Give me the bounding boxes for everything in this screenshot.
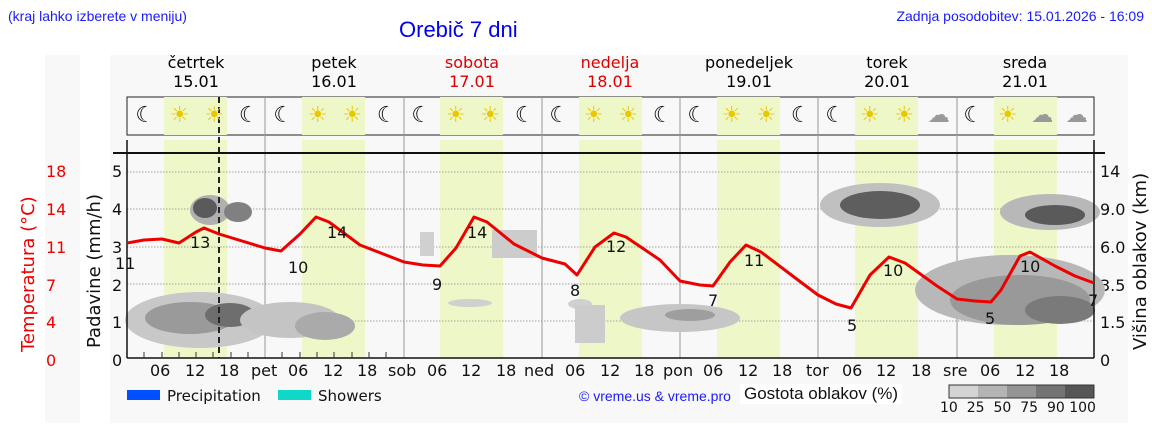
precip-tick: 2 — [112, 276, 123, 295]
temp-axis-panel — [45, 55, 80, 423]
moon-small-cloud-icon: ☾ — [790, 103, 811, 128]
svg-text:14: 14 — [327, 223, 347, 242]
cloud-icon: ☁ — [1065, 103, 1088, 128]
svg-text:9: 9 — [432, 275, 442, 294]
precip-tick: 3 — [112, 238, 123, 257]
precip-tick: 4 — [112, 200, 123, 219]
height-tick: 14 — [1100, 162, 1121, 181]
day-header-3: nedelja 18.01 — [580, 53, 640, 91]
svg-text:11: 11 — [115, 254, 135, 273]
moon-cloud-icon: ☾ — [273, 103, 294, 128]
copyright-link[interactable]: © vreme.us & vreme.pro — [579, 388, 731, 404]
day-header-4: ponedeljek 19.01 — [705, 53, 793, 91]
cloud-density-ticks: 10 25 50 75 90 100 — [940, 400, 1096, 416]
svg-text:10: 10 — [883, 261, 903, 280]
sun-small-cloud-icon: ☀ — [307, 103, 328, 128]
precip-tick: 0 — [112, 351, 123, 370]
sun-cloud-icon: ☀ — [997, 103, 1018, 128]
precipitation-swatch — [127, 390, 160, 400]
moon-cloud-icon: ☾ — [238, 103, 259, 128]
temp-tick: 18 — [46, 162, 67, 181]
temp-tick: 14 — [46, 200, 67, 219]
sun-small-cloud-icon: ☀ — [583, 103, 604, 128]
x-ticks — [143, 352, 387, 358]
showers-swatch — [278, 390, 311, 400]
day-header-1: petek 16.01 — [311, 53, 357, 91]
moon-small-cloud-icon: ☾ — [514, 103, 535, 128]
sun-cloud-icon: ☀ — [204, 103, 225, 128]
svg-text:8: 8 — [570, 281, 580, 300]
height-tick: 9.0 — [1100, 200, 1126, 219]
moon-cloud-icon: ☾ — [963, 103, 984, 128]
day-header-6: sreda 21.01 — [1002, 53, 1048, 91]
svg-text:14: 14 — [467, 223, 487, 242]
moon-small-cloud-icon: ☾ — [549, 103, 570, 128]
moon-cloud-icon: ☾ — [135, 103, 156, 128]
page-title: Orebič 7 dni — [399, 17, 518, 42]
height-tick: 6.0 — [1100, 238, 1126, 257]
moon-small-cloud-icon: ☾ — [825, 103, 846, 128]
day-header-2: sobota 17.01 — [444, 53, 500, 91]
sun-cloud-icon: ☀ — [618, 103, 639, 128]
menu-hint-link[interactable]: (kraj lahko izberete v meniju) — [8, 8, 187, 24]
x-axis-labels: 06 12 18 pet 06 12 18 sob 06 12 18 ned 0… — [150, 361, 1070, 380]
temp-tick: 11 — [46, 238, 67, 257]
svg-text:7: 7 — [1088, 291, 1098, 310]
legend-precipitation: Precipitation — [167, 387, 261, 405]
cloud-density-scale — [948, 384, 1095, 399]
svg-text:5: 5 — [847, 316, 857, 335]
day-header-5: torek 20.01 — [864, 53, 910, 91]
moon-cloud-icon: ☾ — [687, 103, 708, 128]
svg-text:10: 10 — [288, 258, 308, 277]
svg-text:10: 10 — [1020, 257, 1040, 276]
cloud-icon: ☁ — [1031, 103, 1054, 128]
last-update: Zadnja posodobitev: 15.01.2026 - 16:09 — [896, 8, 1144, 24]
svg-text:12: 12 — [606, 237, 626, 256]
cloud-density-label: Gostota oblakov (%) — [740, 384, 903, 404]
precip-tick: 5 — [112, 162, 123, 181]
temp-tick: 7 — [46, 276, 57, 295]
sun-small-cloud-icon: ☀ — [445, 103, 466, 128]
svg-text:13: 13 — [190, 233, 210, 252]
temp-tick: 0 — [46, 351, 57, 370]
temperature-line — [126, 215, 1095, 310]
sun-icon: ☀ — [342, 103, 363, 128]
sun-cloud-icon: ☀ — [169, 103, 190, 128]
sun-small-cloud-icon: ☀ — [756, 103, 777, 128]
svg-text:7: 7 — [708, 291, 718, 310]
height-tick: 0 — [1100, 351, 1111, 370]
sun-small-cloud-icon: ☀ — [721, 103, 742, 128]
moon-cloud-icon: ☾ — [652, 103, 673, 128]
gridlines — [127, 171, 1094, 322]
precip-tick: 1 — [112, 313, 123, 332]
cloud-icon: ☁ — [927, 103, 950, 128]
moon-small-cloud-icon: ☾ — [411, 103, 432, 128]
sun-cloud-icon: ☀ — [894, 103, 915, 128]
legend-showers: Showers — [318, 387, 382, 405]
weather-icon-strip: ☾ ☀ ☀ ☾ ☾ ☀ ☀ ☾ ☾ ☀ ☀ ☾ ☾ ☀ ☀ ☾ ☾ ☀ ☀ ☾ … — [128, 99, 1094, 133]
svg-text:5: 5 — [985, 309, 995, 328]
svg-text:11: 11 — [744, 251, 764, 270]
sun-small-cloud-icon: ☀ — [480, 103, 501, 128]
cloud-density-areas — [125, 183, 1105, 348]
sun-cloud-icon: ☀ — [859, 103, 880, 128]
height-tick: 3.5 — [1100, 276, 1126, 295]
moon-icon: ☾ — [376, 103, 397, 128]
height-tick: 1.5 — [1100, 313, 1126, 332]
temp-tick: 4 — [46, 313, 57, 332]
day-header-0: četrtek 15.01 — [167, 53, 225, 91]
